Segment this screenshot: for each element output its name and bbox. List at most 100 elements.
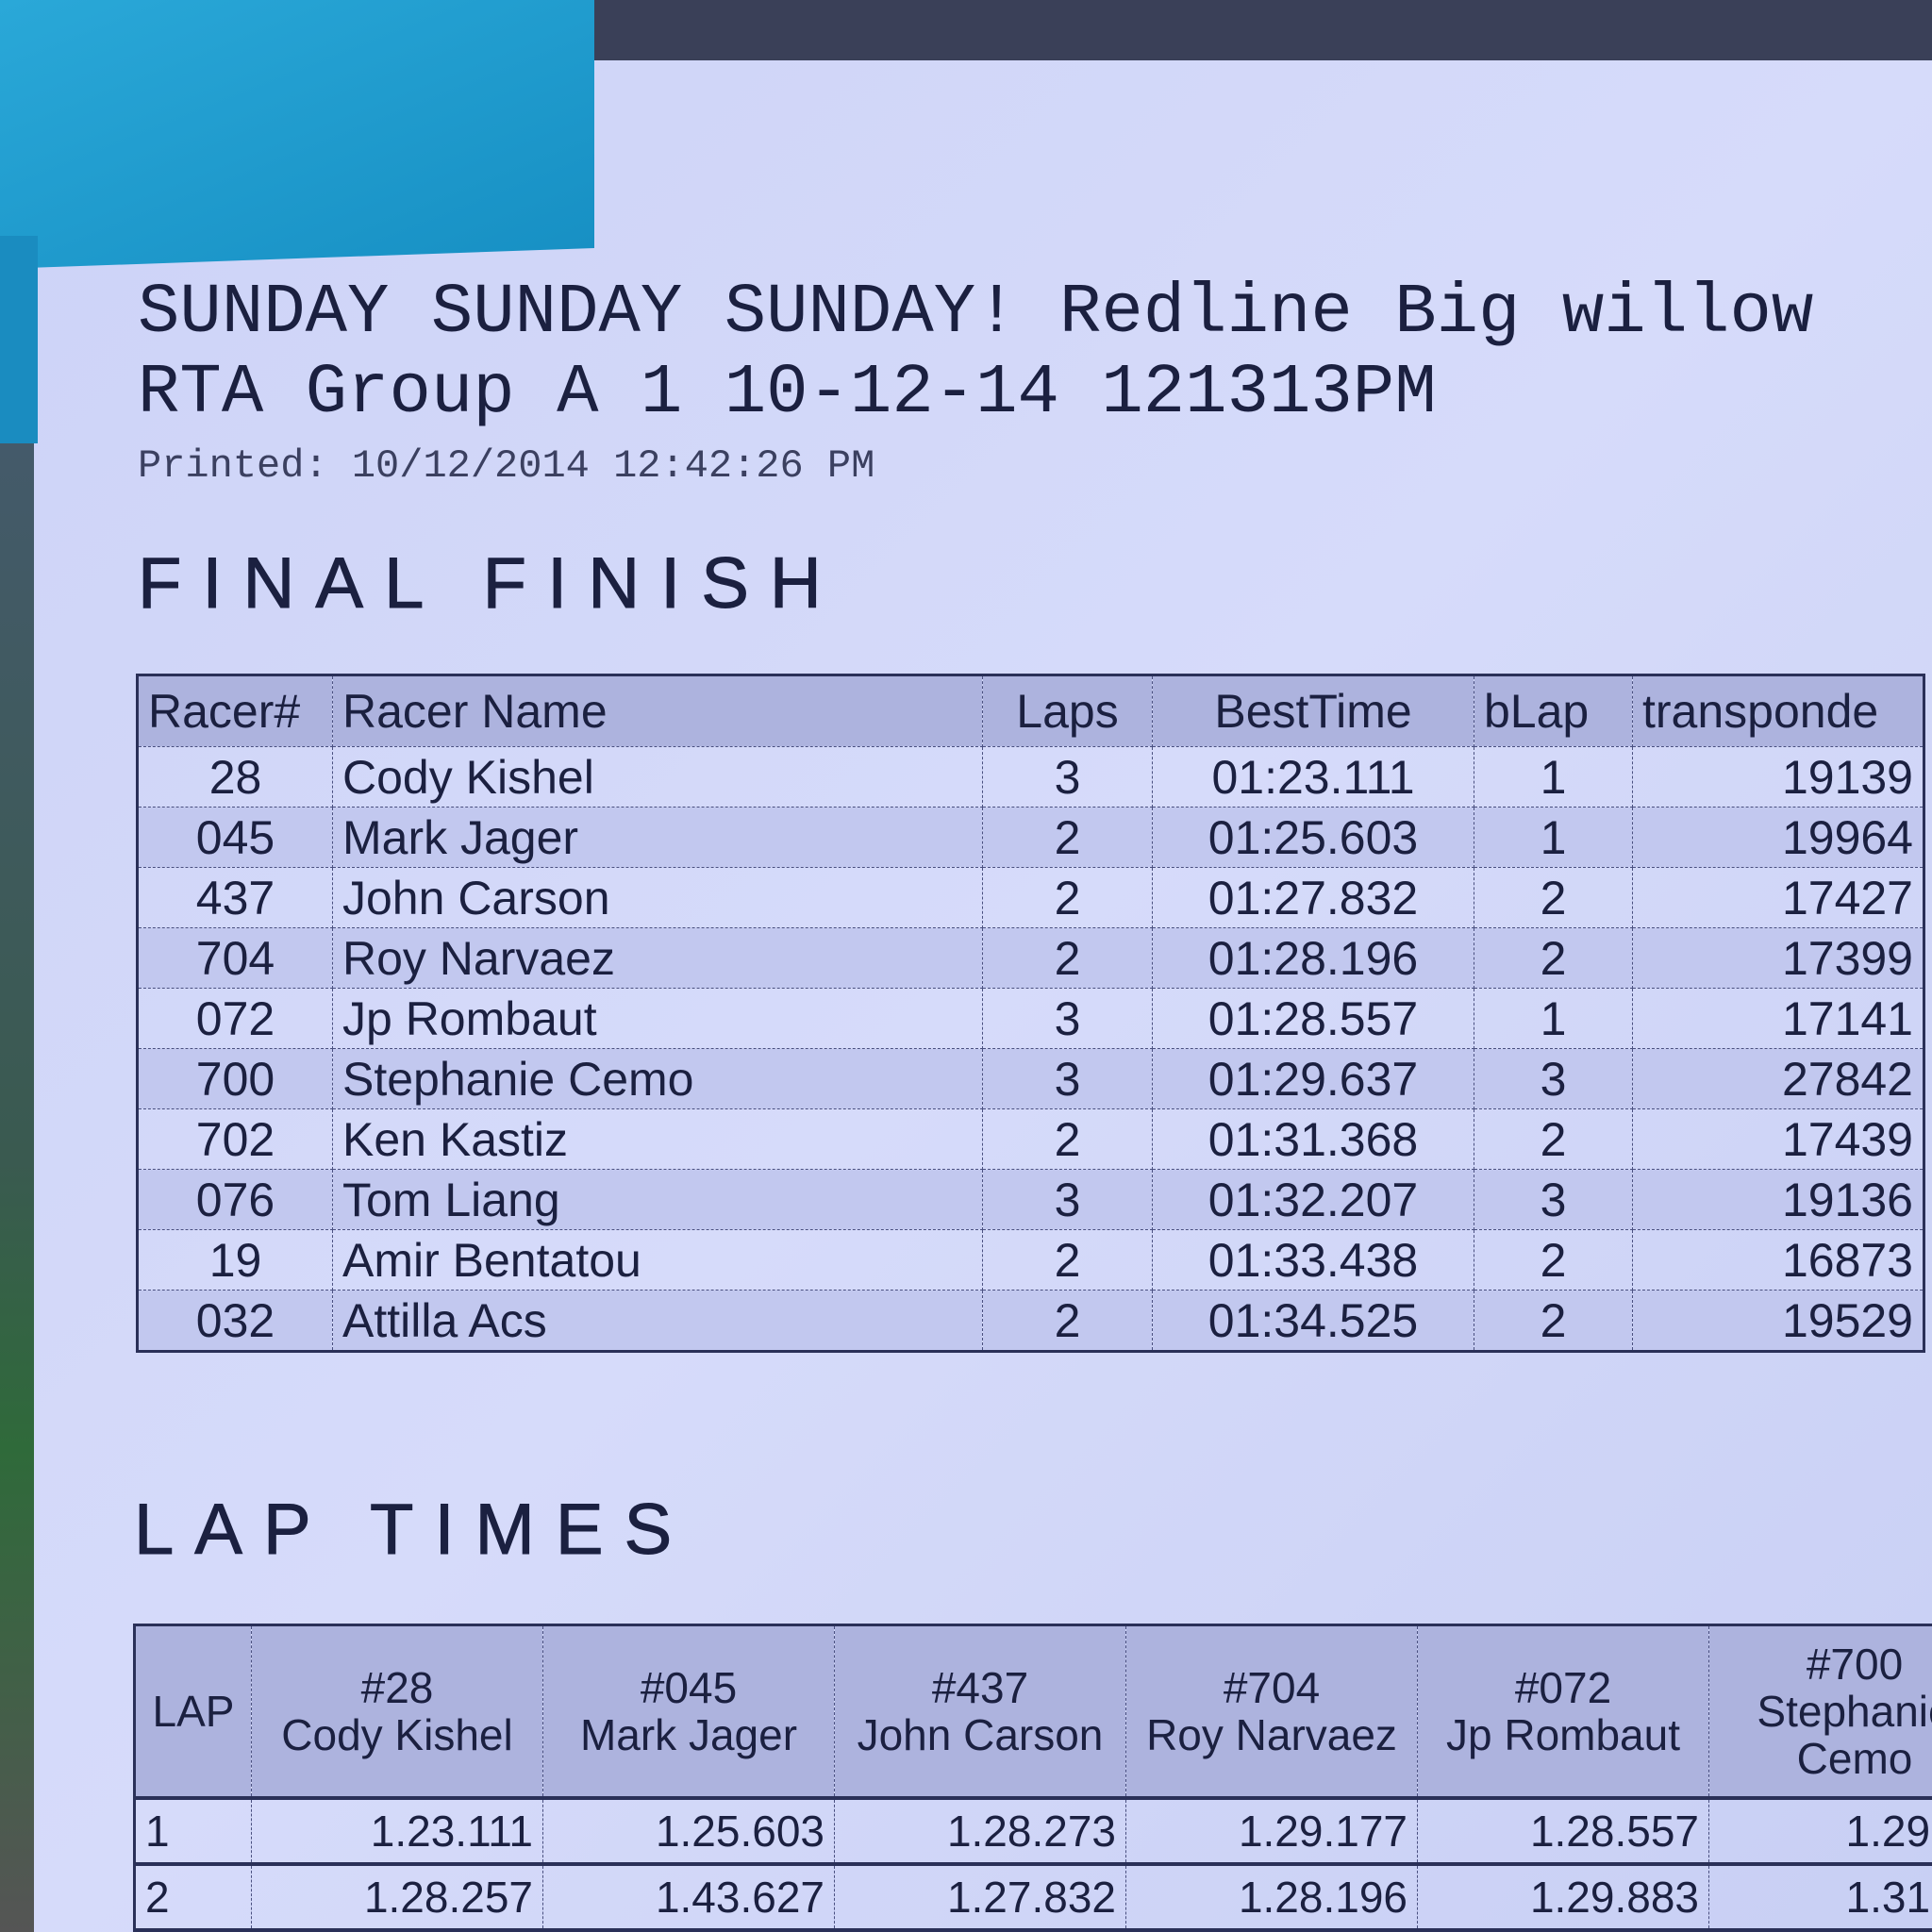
cell: 072 bbox=[137, 988, 333, 1049]
table-row: 704 Roy Narvaez 2 01:28.196 2 17399 bbox=[137, 927, 1924, 989]
lap-time-cell: 1.31.48 bbox=[1708, 1863, 1932, 1932]
racer-column-header: #072 Jp Rombaut bbox=[1417, 1624, 1709, 1800]
race-subtitle: RTA Group A 1 10-12-14 121313PM bbox=[138, 354, 1437, 433]
blue-tape-edge bbox=[0, 236, 38, 443]
lap-times-header-row: LAP #28 Cody Kishel #045 Mark Jager #437 John … bbox=[134, 1624, 1932, 1800]
cell: Attilla Acs bbox=[332, 1290, 983, 1352]
cell: 01:34.525 bbox=[1152, 1290, 1474, 1352]
lap-time-cell: 1 bbox=[134, 1797, 252, 1866]
cell: 17427 bbox=[1632, 867, 1924, 928]
cell: Stephanie Cemo bbox=[332, 1048, 983, 1109]
cell: 19529 bbox=[1632, 1290, 1924, 1352]
cell: 2 bbox=[1474, 927, 1633, 989]
final-finish-heading: FINAL FINISH bbox=[138, 543, 842, 625]
racer-name: Mark Jager bbox=[579, 1710, 798, 1759]
cell: Roy Narvaez bbox=[332, 927, 983, 989]
cell: 045 bbox=[137, 807, 333, 868]
cell: 2 bbox=[982, 1108, 1153, 1170]
racer-name: Stephanie Cemo bbox=[1757, 1687, 1932, 1783]
lap-time-cell: 1.29.883 bbox=[1417, 1863, 1709, 1932]
cell: 076 bbox=[137, 1169, 333, 1230]
final-finish-body: 28 Cody Kishel 3 01:23.111 1 19139 045 Mark Jag… bbox=[137, 746, 1924, 1352]
table-row: 702 Ken Kastiz 2 01:31.368 2 17439 bbox=[137, 1108, 1924, 1170]
lap-times-body: 1 1.23.111 1.25.603 1.28.273 1.29.177 1.28.55… bbox=[134, 1797, 1932, 1932]
cell: 2 bbox=[982, 807, 1153, 868]
lap-time-cell: 1.27.832 bbox=[834, 1863, 1126, 1932]
cell: Ken Kastiz bbox=[332, 1108, 983, 1170]
racer-number: #700 bbox=[1806, 1640, 1904, 1689]
cell: 1 bbox=[1474, 746, 1633, 808]
table-row: 072 Jp Rombaut 3 01:28.557 1 17141 bbox=[137, 988, 1924, 1049]
cell: 3 bbox=[982, 1169, 1153, 1230]
cell: 01:28.557 bbox=[1152, 988, 1474, 1049]
cell: Tom Liang bbox=[332, 1169, 983, 1230]
cell: 17439 bbox=[1632, 1108, 1924, 1170]
cell: 01:29.637 bbox=[1152, 1048, 1474, 1109]
table-row: 700 Stephanie Cemo 3 01:29.637 3 27842 bbox=[137, 1048, 1924, 1109]
cell: 17399 bbox=[1632, 927, 1924, 989]
cell: Mark Jager bbox=[332, 807, 983, 868]
table-row: 19 Amir Bentatou 2 01:33.438 2 16873 bbox=[137, 1229, 1924, 1291]
cell: 704 bbox=[137, 927, 333, 989]
printed-timestamp: Printed: 10/12/2014 12:42:26 PM bbox=[138, 443, 875, 489]
cell: 19139 bbox=[1632, 746, 1924, 808]
racer-column-header: #704 Roy Narvaez bbox=[1125, 1624, 1418, 1800]
cell: 2 bbox=[982, 1290, 1153, 1352]
table-row: 045 Mark Jager 2 01:25.603 1 19964 bbox=[137, 807, 1924, 868]
table-row: 28 Cody Kishel 3 01:23.111 1 19139 bbox=[137, 746, 1924, 808]
column-header: bLap bbox=[1474, 675, 1633, 747]
lap-row: 1 1.23.111 1.25.603 1.28.273 1.29.177 1.28.55… bbox=[134, 1797, 1932, 1866]
cell: 437 bbox=[137, 867, 333, 928]
cell: 702 bbox=[137, 1108, 333, 1170]
final-finish-header-row: Racer# Racer Name Laps BestTime bLap transpon… bbox=[137, 675, 1924, 747]
table-row: 032 Attilla Acs 2 01:34.525 2 19529 bbox=[137, 1290, 1924, 1352]
event-title: SUNDAY SUNDAY SUNDAY! Redline Big willow bbox=[138, 274, 1814, 353]
cell: 01:25.603 bbox=[1152, 807, 1474, 868]
racer-name: Roy Narvaez bbox=[1146, 1710, 1397, 1759]
racer-name: Cody Kishel bbox=[281, 1710, 513, 1759]
lap-time-cell: 1.28.196 bbox=[1125, 1863, 1418, 1932]
cell: 01:31.368 bbox=[1152, 1108, 1474, 1170]
cell: 01:23.111 bbox=[1152, 746, 1474, 808]
cell: 01:28.196 bbox=[1152, 927, 1474, 989]
lap-time-cell: 1.29.85 bbox=[1708, 1797, 1932, 1866]
cell: 1 bbox=[1474, 988, 1633, 1049]
cell: 16873 bbox=[1632, 1229, 1924, 1291]
cell: 3 bbox=[1474, 1169, 1633, 1230]
cell: Jp Rombaut bbox=[332, 988, 983, 1049]
racer-number: #437 bbox=[931, 1663, 1029, 1712]
blue-tape bbox=[0, 0, 594, 270]
cell: 1 bbox=[1474, 807, 1633, 868]
lap-time-cell: 2 bbox=[134, 1863, 252, 1932]
lap-time-cell: 1.23.111 bbox=[251, 1797, 543, 1866]
cell: 19136 bbox=[1632, 1169, 1924, 1230]
cell: 19 bbox=[137, 1229, 333, 1291]
printed-sheet: SUNDAY SUNDAY SUNDAY! Redline Big willow… bbox=[34, 60, 1932, 1932]
cell: 2 bbox=[982, 927, 1153, 989]
column-header: Racer# bbox=[137, 675, 333, 747]
lap-time-cell: 1.25.603 bbox=[542, 1797, 835, 1866]
table-row: 076 Tom Liang 3 01:32.207 3 19136 bbox=[137, 1169, 1924, 1230]
lap-column-header: LAP bbox=[134, 1624, 252, 1800]
column-header: Racer Name bbox=[332, 675, 983, 747]
cell: 2 bbox=[1474, 1290, 1633, 1352]
racer-number: #28 bbox=[360, 1663, 434, 1712]
racer-name: Jp Rombaut bbox=[1445, 1710, 1680, 1759]
column-header: Laps bbox=[982, 675, 1153, 747]
cell: 2 bbox=[1474, 867, 1633, 928]
lap-row: 2 1.28.257 1.43.627 1.27.832 1.28.196 1.29.88… bbox=[134, 1863, 1932, 1932]
cell: 01:33.438 bbox=[1152, 1229, 1474, 1291]
final-finish-table: Racer# Racer Name Laps BestTime bLap transpon… bbox=[136, 674, 1925, 1353]
racer-number: #045 bbox=[640, 1663, 738, 1712]
lap-times-heading: LAP TIMES bbox=[133, 1490, 693, 1571]
cell: 3 bbox=[982, 988, 1153, 1049]
cell: 032 bbox=[137, 1290, 333, 1352]
column-header: BestTime bbox=[1152, 675, 1474, 747]
cell: 01:32.207 bbox=[1152, 1169, 1474, 1230]
lap-time-cell: 1.43.627 bbox=[542, 1863, 835, 1932]
column-header: transponde bbox=[1632, 675, 1924, 747]
lap-time-cell: 1.28.273 bbox=[834, 1797, 1126, 1866]
racer-column-header: #437 John Carson bbox=[834, 1624, 1126, 1800]
cell: 2 bbox=[1474, 1108, 1633, 1170]
